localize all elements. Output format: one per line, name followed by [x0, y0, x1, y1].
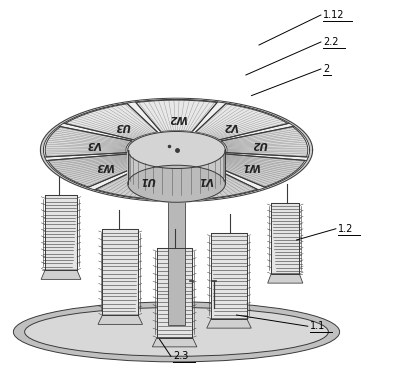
Polygon shape	[168, 188, 185, 324]
Polygon shape	[195, 104, 288, 140]
Polygon shape	[268, 274, 303, 283]
Ellipse shape	[128, 165, 225, 202]
Polygon shape	[136, 100, 217, 132]
Text: W3: W3	[94, 161, 113, 171]
Ellipse shape	[14, 302, 339, 362]
Polygon shape	[102, 229, 138, 315]
Polygon shape	[157, 248, 193, 338]
Polygon shape	[98, 315, 142, 324]
Polygon shape	[65, 104, 158, 140]
Polygon shape	[45, 127, 132, 157]
Text: V1: V1	[197, 175, 213, 185]
Polygon shape	[221, 127, 308, 157]
Polygon shape	[43, 99, 310, 201]
Text: W1: W1	[240, 161, 259, 171]
Text: 1.12: 1.12	[323, 10, 344, 20]
Polygon shape	[48, 154, 142, 187]
Polygon shape	[152, 338, 197, 347]
Text: 1.2: 1.2	[338, 224, 353, 234]
Polygon shape	[41, 98, 312, 202]
Text: U2: U2	[251, 140, 267, 150]
Text: W2: W2	[167, 113, 186, 123]
Text: 1.1: 1.1	[310, 321, 325, 331]
Polygon shape	[207, 319, 251, 328]
Polygon shape	[128, 150, 225, 202]
Polygon shape	[178, 165, 257, 200]
Polygon shape	[45, 195, 77, 270]
Text: 2.3: 2.3	[173, 351, 188, 361]
Polygon shape	[211, 154, 305, 187]
Text: V3: V3	[86, 140, 101, 150]
Polygon shape	[128, 132, 225, 168]
Polygon shape	[96, 165, 175, 200]
Text: 2.2: 2.2	[323, 37, 338, 47]
Polygon shape	[41, 270, 81, 279]
Text: U1: U1	[140, 175, 156, 185]
Polygon shape	[271, 202, 299, 274]
Ellipse shape	[25, 308, 328, 356]
Text: 2: 2	[323, 64, 329, 74]
Text: U3: U3	[115, 121, 131, 130]
Text: V2: V2	[223, 121, 238, 130]
Polygon shape	[211, 232, 247, 319]
